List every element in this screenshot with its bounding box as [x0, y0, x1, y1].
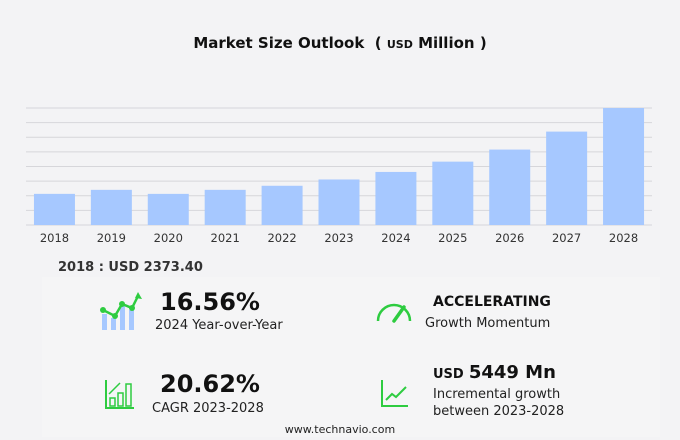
incremental-value: USD 5449 Mn — [433, 362, 556, 383]
stats-panel — [42, 277, 660, 437]
cagr-value: 20.62% — [160, 370, 260, 398]
bar-2019 — [90, 189, 132, 225]
bar-2025 — [432, 161, 474, 225]
chart-title: Market Size Outlook ( USD Million ) — [0, 34, 680, 52]
bar-2018 — [33, 193, 75, 225]
yoy-label: 2024 Year-over-Year — [155, 318, 283, 333]
incremental-label-2: between 2023-2028 — [433, 404, 565, 419]
title-scale: Million — [418, 34, 475, 52]
x-tick-label: 2019 — [97, 231, 126, 245]
bar-2027 — [546, 131, 588, 225]
trend-line-icon — [380, 378, 410, 412]
x-tick-label: 2025 — [438, 231, 467, 245]
title-paren: ( — [374, 34, 382, 52]
x-tick-label: 2020 — [154, 231, 183, 245]
momentum-label: Growth Momentum — [425, 316, 551, 331]
base-year-value: 2018 : USD 2373.40 — [58, 260, 203, 275]
footer-url: www.technavio.com — [284, 423, 396, 436]
bar-2020 — [147, 193, 189, 225]
bar-chart: 2018 2019 2020 2021 2022 2023 2024 2025 2026 2027… — [26, 107, 652, 245]
x-tick-label: 2026 — [495, 231, 524, 245]
x-tick-label: 2022 — [267, 231, 296, 245]
x-tick-label: 2027 — [552, 231, 581, 245]
bar-2028 — [603, 108, 645, 225]
yoy-value: 16.56% — [160, 288, 260, 316]
x-tick-label: 2024 — [381, 231, 410, 245]
cagr-label: CAGR 2023-2028 — [152, 401, 264, 416]
speedometer-icon — [375, 297, 413, 327]
momentum-value: ACCELERATING — [433, 294, 551, 310]
growth-chart-icon — [100, 292, 142, 336]
x-tick-label: 2021 — [211, 231, 240, 245]
incremental-amount: 5449 Mn — [468, 362, 556, 383]
bar-2022 — [261, 185, 303, 225]
incremental-label-1: Incremental growth — [433, 387, 561, 402]
bar-2023 — [318, 179, 360, 225]
title-unit: USD — [386, 38, 413, 51]
x-tick-label: 2028 — [609, 231, 638, 245]
bar-2026 — [489, 149, 531, 225]
title-paren: ) — [479, 34, 487, 52]
x-tick-label: 2018 — [40, 231, 69, 245]
incremental-unit: USD — [433, 367, 464, 382]
x-tick-label: 2023 — [324, 231, 353, 245]
bar-growth-icon — [104, 378, 134, 414]
bar-2024 — [375, 171, 417, 225]
title-main: Market Size Outlook — [193, 34, 365, 52]
bar-2021 — [204, 189, 246, 225]
